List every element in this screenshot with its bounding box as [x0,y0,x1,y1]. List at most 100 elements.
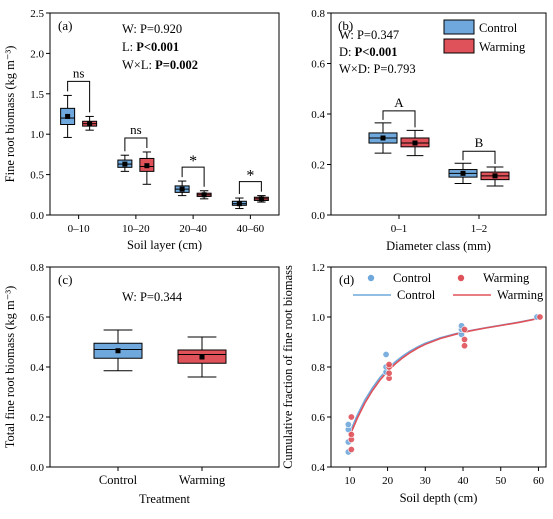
stat-line: W: P=0.920 [122,22,182,36]
x-tick-label: 60 [533,475,545,487]
box-warming [139,151,155,185]
x-tick-label: 1–2 [471,223,488,235]
mean-marker [201,192,207,198]
legend-label: Warming [497,288,544,302]
x-tick-label: Warming [179,473,226,487]
legend-swatch [443,38,475,54]
y-tick-label: 0.5 [30,170,44,182]
y-tick-label: 1.0 [30,129,44,141]
y-axis-label: Total fine root biomass (kg m⁻³) [3,286,17,449]
group-bracket [462,150,496,165]
stat-prefix: D: [339,45,355,59]
box-control [117,154,133,172]
significance-label: ns [73,65,85,80]
y-tick-label: 0.6 [311,59,325,71]
x-tick-label: 40 [458,475,470,487]
fit-curve-warming [349,317,539,436]
panel-c: 0.0 0.2 0.4 0.6 0.8 (c) W: P=0.344 Control Warmi… [3,262,280,506]
mean-marker [179,186,185,192]
x-tick-label: Control [99,473,138,487]
box-warming [253,195,269,203]
significance-label: * [246,168,254,185]
data-point-warming [385,369,393,377]
mean-marker [460,170,466,176]
stat-line: D: P<0.001 [339,45,398,59]
significance-bracket [124,137,148,152]
significance-bracket [238,181,262,195]
mean-marker [144,163,150,169]
y-tick-label: 0.0 [30,210,44,222]
data-point-control [382,350,390,358]
legend-marker [457,274,465,282]
x-axis-label: Treatment [139,492,190,506]
legend-label: Control [479,21,518,35]
panel-label: (d) [339,272,354,287]
stat-prefix: W: [122,22,140,36]
box-control [174,180,190,197]
group-letter: B [475,135,484,150]
stat-value: P=0.344 [140,290,183,304]
data-point-control [344,420,352,428]
y-tick-label: 0.8 [311,8,325,20]
stat-line: W×L: P=0.002 [122,58,198,72]
legend-swatch [443,19,475,35]
mean-marker [258,196,264,202]
y-tick-label: 0.0 [311,210,325,222]
significance-label: ns [130,122,142,137]
data-point-warming [461,335,469,343]
legend-label: Warming [479,40,526,54]
data-point-warming [385,360,393,368]
y-tick-label: 0.0 [30,462,44,474]
x-axis-label: Soil layer (cm) [127,238,202,252]
stat-value: P=0.793 [373,62,415,76]
significance-bracket [181,166,205,187]
x-tick-label: 40–60 [237,223,265,235]
legend-label: Control [393,271,432,285]
box-control [368,122,398,154]
y-tick-label: 0.4 [30,362,44,374]
stat-line: W: P=0.344 [122,290,183,304]
mean-marker [65,113,71,119]
y-tick-label: 0.8 [30,262,44,274]
legend-label: Control [397,288,436,302]
stat-line: W: P=0.347 [339,28,399,42]
y-tick-label: 1.5 [30,89,44,101]
mean-marker [380,135,386,141]
mean-marker [115,348,121,354]
mean-marker [236,201,242,207]
mean-marker [87,121,93,127]
stat-prefix: W: [339,28,357,42]
stat-line: W×D: P=0.793 [339,62,416,76]
y-tick-label: 2.0 [30,48,44,60]
panel-label: (c) [58,272,72,287]
y-tick-label: 1.2 [311,262,325,274]
box-warming [480,166,510,187]
x-tick-label: 50 [495,475,507,487]
data-point-warming [461,325,469,333]
y-tick-label: 1.0 [311,312,325,324]
stat-value: P=0.347 [357,28,399,42]
stat-prefix: L: [122,40,136,54]
y-axis-label: Cumulative fraction of fine root biomass [281,265,295,469]
panel-a-frame [49,12,280,216]
box-warming [400,129,430,157]
stat-prefix: W×L: [122,58,155,72]
y-tick-label: 0.2 [311,160,325,172]
x-tick-label: 10–20 [122,223,150,235]
box-warming [177,336,227,378]
stat-value: P=0.920 [140,22,182,36]
x-axis-label: Diameter class (mm) [386,239,491,253]
x-tick-label: 10 [344,475,356,487]
box-control [231,197,247,210]
y-tick-label: 0.6 [311,412,325,424]
legend: Control Warming [443,19,526,54]
mean-marker [412,140,418,146]
legend: Control Warming Control Warming [353,271,544,302]
group-bracket [382,110,416,128]
y-axis-label: Fine root biomass (kg m⁻³) [3,46,17,183]
x-tick-label: 0–10 [68,223,91,235]
significance-label: * [189,153,197,170]
group-letter: A [394,95,404,110]
